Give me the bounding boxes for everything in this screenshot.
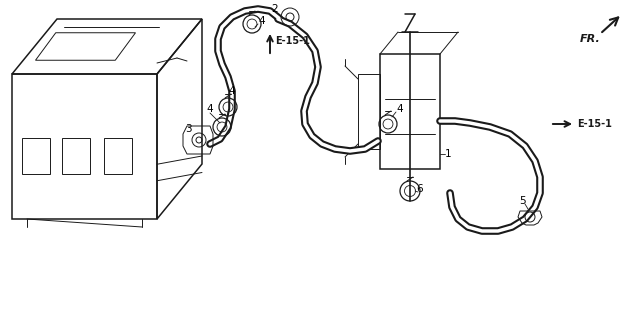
Text: 3: 3 [185, 124, 191, 134]
Text: E-15-1: E-15-1 [275, 36, 310, 46]
Text: 1: 1 [445, 149, 451, 159]
Text: 2: 2 [272, 4, 278, 14]
Text: 4: 4 [207, 104, 213, 114]
Text: 5: 5 [518, 196, 525, 206]
Text: 4: 4 [228, 86, 236, 96]
Text: 6: 6 [417, 184, 423, 194]
Text: 4: 4 [259, 16, 266, 26]
Text: 4: 4 [397, 104, 403, 114]
Text: FR.: FR. [580, 34, 601, 44]
Text: E-15-1: E-15-1 [577, 119, 612, 129]
